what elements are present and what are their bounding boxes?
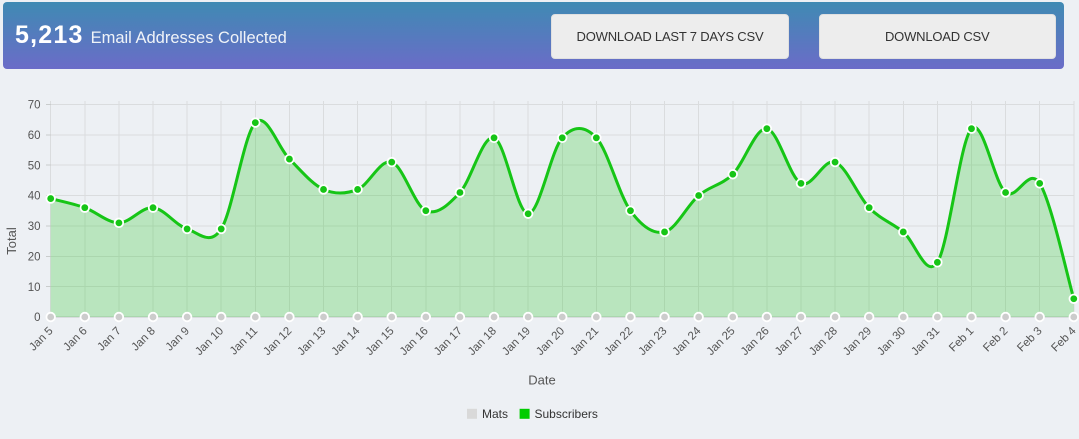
svg-text:Jan 10: Jan 10	[193, 325, 226, 358]
svg-text:Jan 28: Jan 28	[807, 325, 840, 358]
svg-text:Jan 23: Jan 23	[637, 325, 670, 358]
svg-text:20: 20	[28, 251, 41, 263]
svg-text:Jan 21: Jan 21	[568, 325, 601, 358]
svg-text:Jan 13: Jan 13	[296, 325, 329, 358]
svg-text:Feb 1: Feb 1	[947, 325, 976, 354]
svg-text:Jan 24: Jan 24	[671, 325, 704, 358]
svg-text:Feb 4: Feb 4	[1049, 325, 1079, 355]
svg-text:Jan 16: Jan 16	[398, 325, 431, 358]
svg-text:Jan 20: Jan 20	[534, 325, 567, 358]
svg-text:40: 40	[28, 191, 41, 203]
svg-text:30: 30	[28, 221, 41, 233]
svg-text:10: 10	[28, 282, 41, 294]
svg-text:70: 70	[28, 100, 41, 112]
svg-text:Jan 11: Jan 11	[228, 325, 260, 357]
svg-text:50: 50	[28, 160, 41, 172]
svg-text:Jan 14: Jan 14	[330, 325, 363, 358]
svg-text:Jan 18: Jan 18	[466, 325, 499, 358]
svg-text:Date: Date	[528, 373, 555, 388]
svg-text:Jan 31: Jan 31	[909, 325, 942, 358]
svg-text:60: 60	[28, 130, 41, 142]
svg-text:Jan 6: Jan 6	[61, 325, 89, 353]
svg-text:Jan 19: Jan 19	[500, 325, 533, 358]
svg-text:Feb 2: Feb 2	[981, 325, 1010, 354]
svg-text:Mats: Mats	[482, 407, 508, 421]
svg-text:Jan 8: Jan 8	[130, 325, 158, 353]
svg-text:Jan 26: Jan 26	[739, 325, 772, 358]
svg-text:Jan 22: Jan 22	[602, 325, 635, 358]
svg-text:Jan 15: Jan 15	[364, 325, 397, 358]
svg-text:Total: Total	[4, 227, 19, 255]
svg-text:Subscribers: Subscribers	[535, 407, 598, 421]
svg-text:Jan 7: Jan 7	[95, 325, 123, 353]
svg-text:Jan 17: Jan 17	[432, 325, 465, 358]
svg-text:Jan 9: Jan 9	[164, 325, 192, 353]
svg-text:Feb 3: Feb 3	[1015, 325, 1044, 354]
svg-text:Jan 29: Jan 29	[841, 325, 874, 358]
svg-text:0: 0	[34, 312, 40, 324]
svg-text:Jan 27: Jan 27	[773, 325, 806, 358]
svg-text:Jan 12: Jan 12	[261, 325, 294, 358]
svg-text:Jan 5: Jan 5	[27, 325, 55, 353]
svg-text:Jan 25: Jan 25	[705, 325, 738, 358]
svg-text:Jan 30: Jan 30	[875, 325, 908, 358]
